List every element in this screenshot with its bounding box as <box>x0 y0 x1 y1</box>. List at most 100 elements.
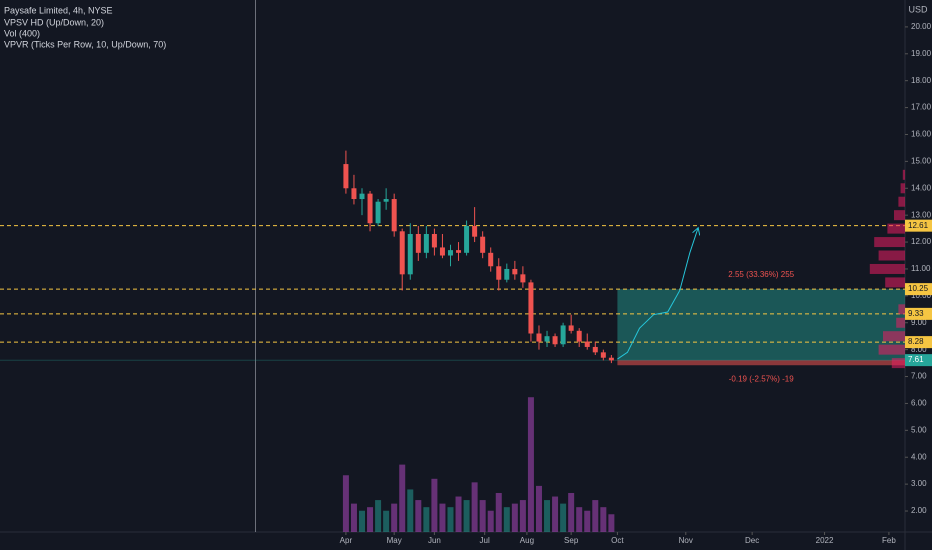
candle-body <box>391 199 397 232</box>
candle-body <box>447 250 453 256</box>
volume-bar <box>495 492 502 532</box>
x-tick-label: Aug <box>520 536 534 545</box>
candle-body <box>544 336 550 342</box>
profile-bar <box>894 210 905 221</box>
volume-bar <box>447 507 454 532</box>
level-label: 12.61 <box>908 221 929 230</box>
volume-bar <box>391 503 398 532</box>
y-tick-label: 9.00 <box>911 318 927 327</box>
volume-bar <box>407 489 414 532</box>
x-tick-label: Sep <box>564 536 579 545</box>
profile-bar <box>878 344 905 355</box>
volume-bar <box>359 510 365 532</box>
profile-bar <box>869 263 905 274</box>
volume-bar <box>608 514 615 532</box>
y-tick-label: 14.00 <box>911 183 932 192</box>
stop-zone <box>617 360 905 366</box>
candle-body <box>456 250 462 253</box>
level-tag <box>905 219 932 232</box>
candle-body <box>439 247 445 256</box>
volume-bar <box>568 492 575 532</box>
volume-bar <box>375 500 382 532</box>
y-tick-label: 16.00 <box>911 130 932 139</box>
candle-body <box>415 233 421 253</box>
level-tag <box>905 336 932 349</box>
volume-bar <box>576 507 583 532</box>
candle-body <box>423 233 429 253</box>
candle-body <box>552 336 558 345</box>
volume-bar <box>399 464 406 532</box>
candle-body <box>351 188 357 200</box>
candle-body <box>431 233 437 248</box>
y-tick-label: 13.00 <box>911 210 932 219</box>
level-tag <box>905 283 932 296</box>
candle-body <box>399 231 405 275</box>
y-tick-label: 6.00 <box>911 399 927 408</box>
candle-body <box>528 282 534 334</box>
currency: USD <box>908 4 928 14</box>
y-tick-label: 12.00 <box>911 237 932 246</box>
profile-bar <box>898 196 905 207</box>
volume-bar <box>503 507 510 532</box>
candle-body <box>576 330 582 342</box>
y-tick-label: 20.00 <box>911 22 932 31</box>
y-tick-label: 8.00 <box>911 345 927 354</box>
stop-label: -0.19 (-2.57%) -19 <box>729 374 794 383</box>
volume-bar <box>439 503 446 532</box>
candle-body <box>512 268 518 275</box>
candle-body <box>504 268 510 280</box>
candle-body <box>488 252 494 267</box>
candle-body <box>472 225 478 237</box>
indicator: VPVR (Ticks Per Row, 10, Up/Down, 70) <box>4 39 166 49</box>
y-tick-label: 7.00 <box>911 372 927 381</box>
x-tick-label: 2022 <box>816 536 834 545</box>
profile-bar <box>887 223 905 234</box>
level-label: 8.28 <box>908 337 924 346</box>
candle-body <box>608 357 614 361</box>
projection-arrow <box>617 229 697 360</box>
candle-body <box>568 325 574 331</box>
profile-bar <box>883 331 905 342</box>
last-price-tag <box>905 354 932 367</box>
last-price-label: 7.61 <box>908 355 924 364</box>
profile-bar <box>874 237 905 248</box>
y-tick-label: 3.00 <box>911 479 927 488</box>
volume-bar <box>535 485 542 532</box>
profile-bar <box>900 183 905 194</box>
x-tick-label: Dec <box>745 536 759 545</box>
y-tick-label: 11.00 <box>911 264 931 273</box>
profile-bar <box>891 358 905 369</box>
candle-body <box>367 193 373 224</box>
target-zone <box>617 289 905 361</box>
volume-bar <box>463 500 470 532</box>
volume-bar <box>423 507 430 532</box>
volume-bar <box>527 397 534 532</box>
candle-body <box>359 193 365 200</box>
volume-bar <box>511 503 518 532</box>
volume-bar <box>479 500 486 532</box>
candle-body <box>375 201 381 224</box>
profile-bar <box>878 250 905 261</box>
profile-bar <box>885 277 905 288</box>
volume-bar <box>342 475 349 532</box>
volume-bar <box>592 500 599 532</box>
y-tick-label: 5.00 <box>911 425 927 434</box>
x-tick-label: May <box>387 536 402 545</box>
candle-body <box>536 333 542 342</box>
candle-body <box>560 325 566 345</box>
volume-bar <box>600 507 607 532</box>
volume-bar <box>455 496 462 532</box>
indicator: Vol (400) <box>4 28 40 38</box>
y-tick-label: 15.00 <box>911 156 932 165</box>
profile-bar <box>902 169 905 180</box>
candle-body <box>383 199 389 202</box>
x-tick-label: Oct <box>611 536 624 545</box>
candle-body <box>584 341 590 347</box>
level-label: 10.25 <box>908 284 929 293</box>
candle-body <box>343 164 349 189</box>
profile-bar <box>898 304 905 315</box>
y-tick-label: 18.00 <box>911 76 932 85</box>
volume-bar <box>487 510 494 532</box>
